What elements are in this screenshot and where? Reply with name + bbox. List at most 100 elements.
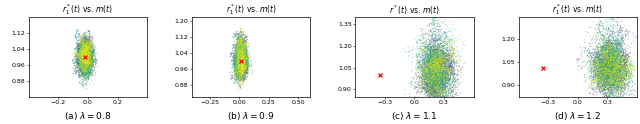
Point	[77, 58, 88, 60]
Point	[83, 55, 93, 57]
Point	[604, 45, 614, 47]
Point	[439, 34, 449, 36]
Point	[599, 60, 609, 62]
Point	[599, 60, 609, 62]
Point	[236, 69, 246, 71]
Point	[238, 55, 248, 57]
Point	[241, 58, 251, 60]
Point	[605, 102, 616, 104]
Point	[419, 103, 429, 105]
Point	[76, 58, 86, 60]
Point	[607, 81, 617, 83]
Point	[436, 89, 447, 91]
Point	[239, 67, 250, 69]
Point	[594, 76, 604, 78]
Point	[88, 51, 99, 53]
Point	[78, 58, 88, 60]
Point	[589, 81, 599, 83]
Point	[439, 83, 449, 85]
Point	[605, 57, 616, 59]
Point	[77, 44, 88, 46]
Point	[591, 79, 601, 81]
Point	[84, 31, 94, 32]
Point	[609, 79, 620, 81]
Point	[431, 56, 441, 58]
Point	[232, 64, 242, 66]
Point	[232, 57, 242, 59]
Point	[79, 56, 90, 58]
Point	[237, 67, 247, 69]
Point	[590, 52, 600, 54]
Point	[84, 60, 95, 62]
Point	[84, 59, 95, 61]
Point	[618, 76, 628, 78]
Point	[74, 57, 84, 59]
Point	[423, 88, 433, 90]
Point	[403, 46, 413, 48]
Point	[81, 49, 92, 51]
Point	[81, 58, 91, 60]
Point	[234, 62, 244, 64]
Point	[607, 70, 617, 72]
Point	[239, 44, 249, 46]
Point	[434, 31, 444, 33]
Point	[230, 65, 241, 67]
Point	[619, 61, 629, 62]
Point	[623, 57, 634, 59]
Point	[75, 82, 85, 84]
Point	[440, 89, 451, 91]
Point	[439, 53, 449, 55]
Point	[237, 48, 248, 50]
Point	[444, 68, 454, 70]
Point	[81, 59, 92, 61]
Point	[241, 60, 251, 62]
Point	[421, 74, 431, 76]
Point	[613, 74, 623, 76]
Point	[77, 50, 88, 52]
Point	[234, 68, 244, 70]
Point	[602, 81, 612, 83]
Point	[611, 57, 621, 59]
Point	[605, 79, 616, 81]
Point	[422, 59, 432, 61]
Point	[81, 64, 91, 66]
Point	[236, 49, 246, 51]
Point	[607, 65, 617, 67]
Point	[87, 55, 97, 57]
Point	[82, 58, 92, 60]
Point	[78, 37, 88, 39]
Point	[592, 64, 602, 66]
Point	[612, 60, 622, 62]
Point	[605, 36, 616, 38]
Point	[76, 49, 86, 51]
Point	[81, 44, 91, 46]
Point	[81, 63, 92, 65]
Point	[233, 74, 243, 76]
Point	[623, 59, 633, 61]
Point	[232, 72, 243, 74]
Point	[233, 60, 243, 62]
Point	[611, 83, 621, 85]
Point	[436, 43, 446, 45]
Point	[237, 75, 247, 77]
Point	[602, 61, 612, 63]
Point	[602, 64, 612, 66]
Point	[612, 78, 623, 80]
Point	[237, 66, 247, 68]
Point	[236, 48, 246, 50]
Point	[596, 52, 606, 54]
Point	[82, 68, 92, 70]
Point	[613, 63, 623, 65]
Point	[235, 66, 245, 68]
Point	[239, 62, 249, 64]
Point	[609, 68, 620, 70]
Point	[237, 59, 247, 61]
Point	[88, 49, 99, 51]
Point	[233, 52, 243, 54]
Point	[77, 58, 87, 60]
Point	[606, 65, 616, 67]
Point	[590, 59, 600, 61]
Point	[611, 66, 621, 68]
Point	[74, 54, 84, 56]
Point	[604, 59, 614, 61]
